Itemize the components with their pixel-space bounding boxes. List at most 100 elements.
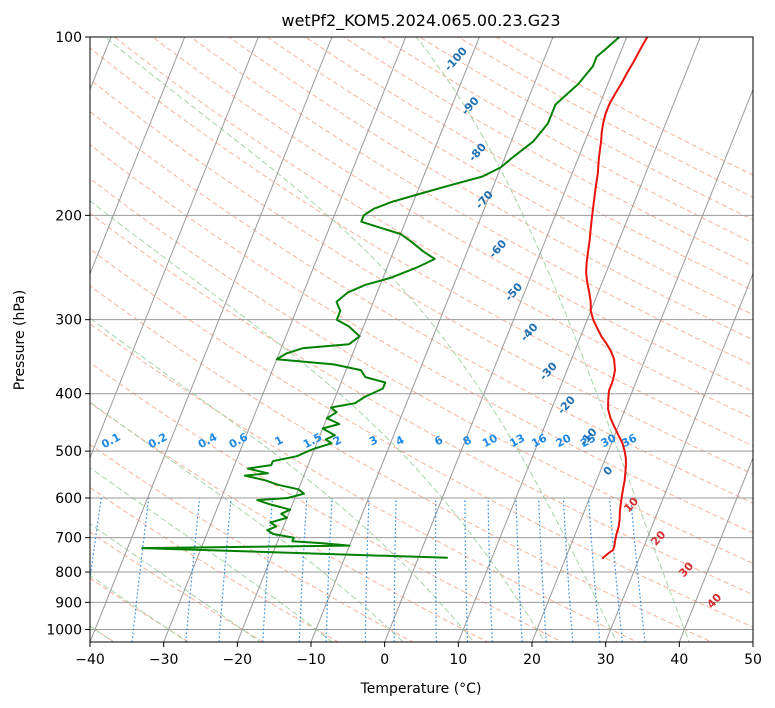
dry-adiabat-line — [90, 212, 753, 596]
x-axis-label: Temperature (°C) — [360, 681, 482, 697]
y-tick-label: 600 — [55, 491, 82, 507]
dry-adiabat-line — [90, 577, 190, 642]
dry-adiabat-line — [228, 37, 753, 341]
dry-adiabat-line — [266, 37, 753, 316]
y-tick-label: 300 — [55, 313, 82, 329]
adiabat-label: 40 — [704, 591, 724, 611]
x-tick-label: −30 — [149, 652, 179, 668]
moist-adiabat-line — [90, 523, 262, 642]
x-tick-label: 50 — [744, 652, 762, 668]
x-tick-label: 10 — [449, 652, 467, 668]
mixing-ratio-label: 3 — [367, 433, 380, 448]
isotherm-line — [163, 37, 407, 642]
mixing-ratio-label: 30 — [599, 431, 619, 450]
isotherm-line — [310, 37, 554, 642]
chart-title: wetPf2_KOM5.2024.065.00.23.G23 — [281, 11, 560, 31]
mixing-ratio-line — [393, 497, 397, 642]
mixing-ratio-label: 16 — [529, 431, 549, 450]
x-tick-label: −20 — [223, 652, 253, 668]
dry-adiabat-line — [90, 47, 753, 447]
y-tick-label: 100 — [55, 30, 82, 46]
adiabat-label: -70 — [473, 188, 496, 212]
adiabat-label: -50 — [502, 280, 525, 304]
moist-adiabat-line — [90, 401, 404, 642]
mixing-ratio-label: 25 — [578, 431, 598, 450]
mixing-ratio-label: 10 — [480, 431, 500, 450]
adiabat-label: -30 — [537, 359, 560, 383]
mixing-ratio-line — [262, 497, 273, 642]
mixing-ratio-line — [630, 497, 646, 642]
isotherm-line — [90, 37, 259, 460]
isotherm-line — [531, 88, 753, 642]
isotherm-line — [457, 37, 701, 642]
dry-adiabat-line — [418, 37, 753, 221]
mixing-ratio-label: 0.1 — [99, 430, 122, 451]
mixing-ratio-line — [538, 497, 547, 642]
isotherm-line — [90, 37, 186, 276]
y-tick-label: 700 — [55, 531, 82, 547]
x-tick-label: −10 — [296, 652, 326, 668]
isotherm-line — [605, 272, 753, 642]
x-tick-label: 40 — [670, 652, 688, 668]
adiabat-label: 30 — [676, 559, 696, 579]
adiabat-label: -40 — [518, 320, 541, 344]
dry-adiabat-line — [90, 402, 489, 642]
mixing-ratio-label: 20 — [554, 431, 574, 450]
y-tick-label: 800 — [55, 565, 82, 581]
mixing-ratio-label: 36 — [619, 431, 639, 450]
mixing-ratio-line — [364, 497, 370, 642]
plot-area: 0.1 0.2 0.4 0.6 1 1.5 2 3 4 6 8 10 13 16 20 25 30 36-100-… — [0, 24, 753, 654]
moist-adiabat-line — [415, 37, 690, 642]
y-tick-label: 1000 — [46, 622, 82, 638]
x-tick-label: 0 — [380, 652, 389, 668]
plot-frame — [89, 36, 754, 643]
dry-adiabat-line — [90, 362, 564, 642]
dry-adiabat-line — [151, 37, 753, 393]
mixing-ratio-line — [325, 497, 333, 642]
isotherm-line — [752, 640, 753, 642]
mixing-ratio-line — [487, 497, 493, 642]
dry-adiabat-line — [90, 322, 639, 642]
dry-adiabat-line — [90, 78, 753, 475]
dry-adiabat-line — [90, 248, 753, 628]
y-tick-label: 400 — [55, 387, 82, 403]
mixing-ratio-line — [588, 497, 601, 642]
mixing-ratio-line — [609, 497, 624, 642]
y-axis-label: Pressure (hPa) — [12, 290, 28, 390]
dry-adiabat-line — [90, 285, 713, 642]
dry-adiabat-line — [0, 24, 57, 654]
y-tick-label: 200 — [55, 208, 82, 224]
dry-adiabat-line — [457, 37, 753, 198]
adiabat-label: -90 — [459, 94, 482, 118]
mixing-ratio-label: 0.2 — [146, 430, 169, 451]
dewpoint-profile-line — [141, 37, 620, 559]
mixing-ratio-line — [562, 497, 574, 642]
dry-adiabat-line — [90, 486, 340, 642]
x-tick-label: 20 — [523, 652, 541, 668]
temperature-profile-line — [585, 37, 649, 560]
mixing-ratio-label: 13 — [507, 431, 527, 450]
dry-adiabat-line — [495, 37, 753, 176]
mixing-ratio-label: 1 — [273, 433, 286, 448]
dry-adiabat-line — [90, 177, 753, 564]
adiabat-label: 0 — [601, 463, 616, 478]
x-tick-label: 30 — [597, 652, 615, 668]
axes: −40 −30 −20 −10 0 10 20 30 40 5010020030040050060… — [46, 30, 762, 668]
adiabat-label: -10 — [577, 425, 600, 449]
mixing-ratio-line — [218, 497, 232, 642]
moist-adiabat-line — [90, 574, 189, 642]
adiabat-label: 20 — [648, 528, 668, 548]
isotherm-line — [384, 37, 628, 642]
adiabat-label: -80 — [466, 140, 489, 164]
isotherm-line — [678, 456, 753, 642]
dry-adiabat-line — [90, 110, 753, 504]
mixing-ratio-line — [435, 497, 438, 642]
dry-adiabat-line — [380, 37, 753, 244]
y-tick-label: 900 — [55, 595, 82, 611]
mixing-ratio-line — [298, 497, 308, 642]
isotherm-line — [90, 37, 333, 642]
x-tick-label: −40 — [75, 652, 105, 668]
y-tick-label: 500 — [55, 444, 82, 460]
adiabat-label: -20 — [555, 393, 578, 417]
